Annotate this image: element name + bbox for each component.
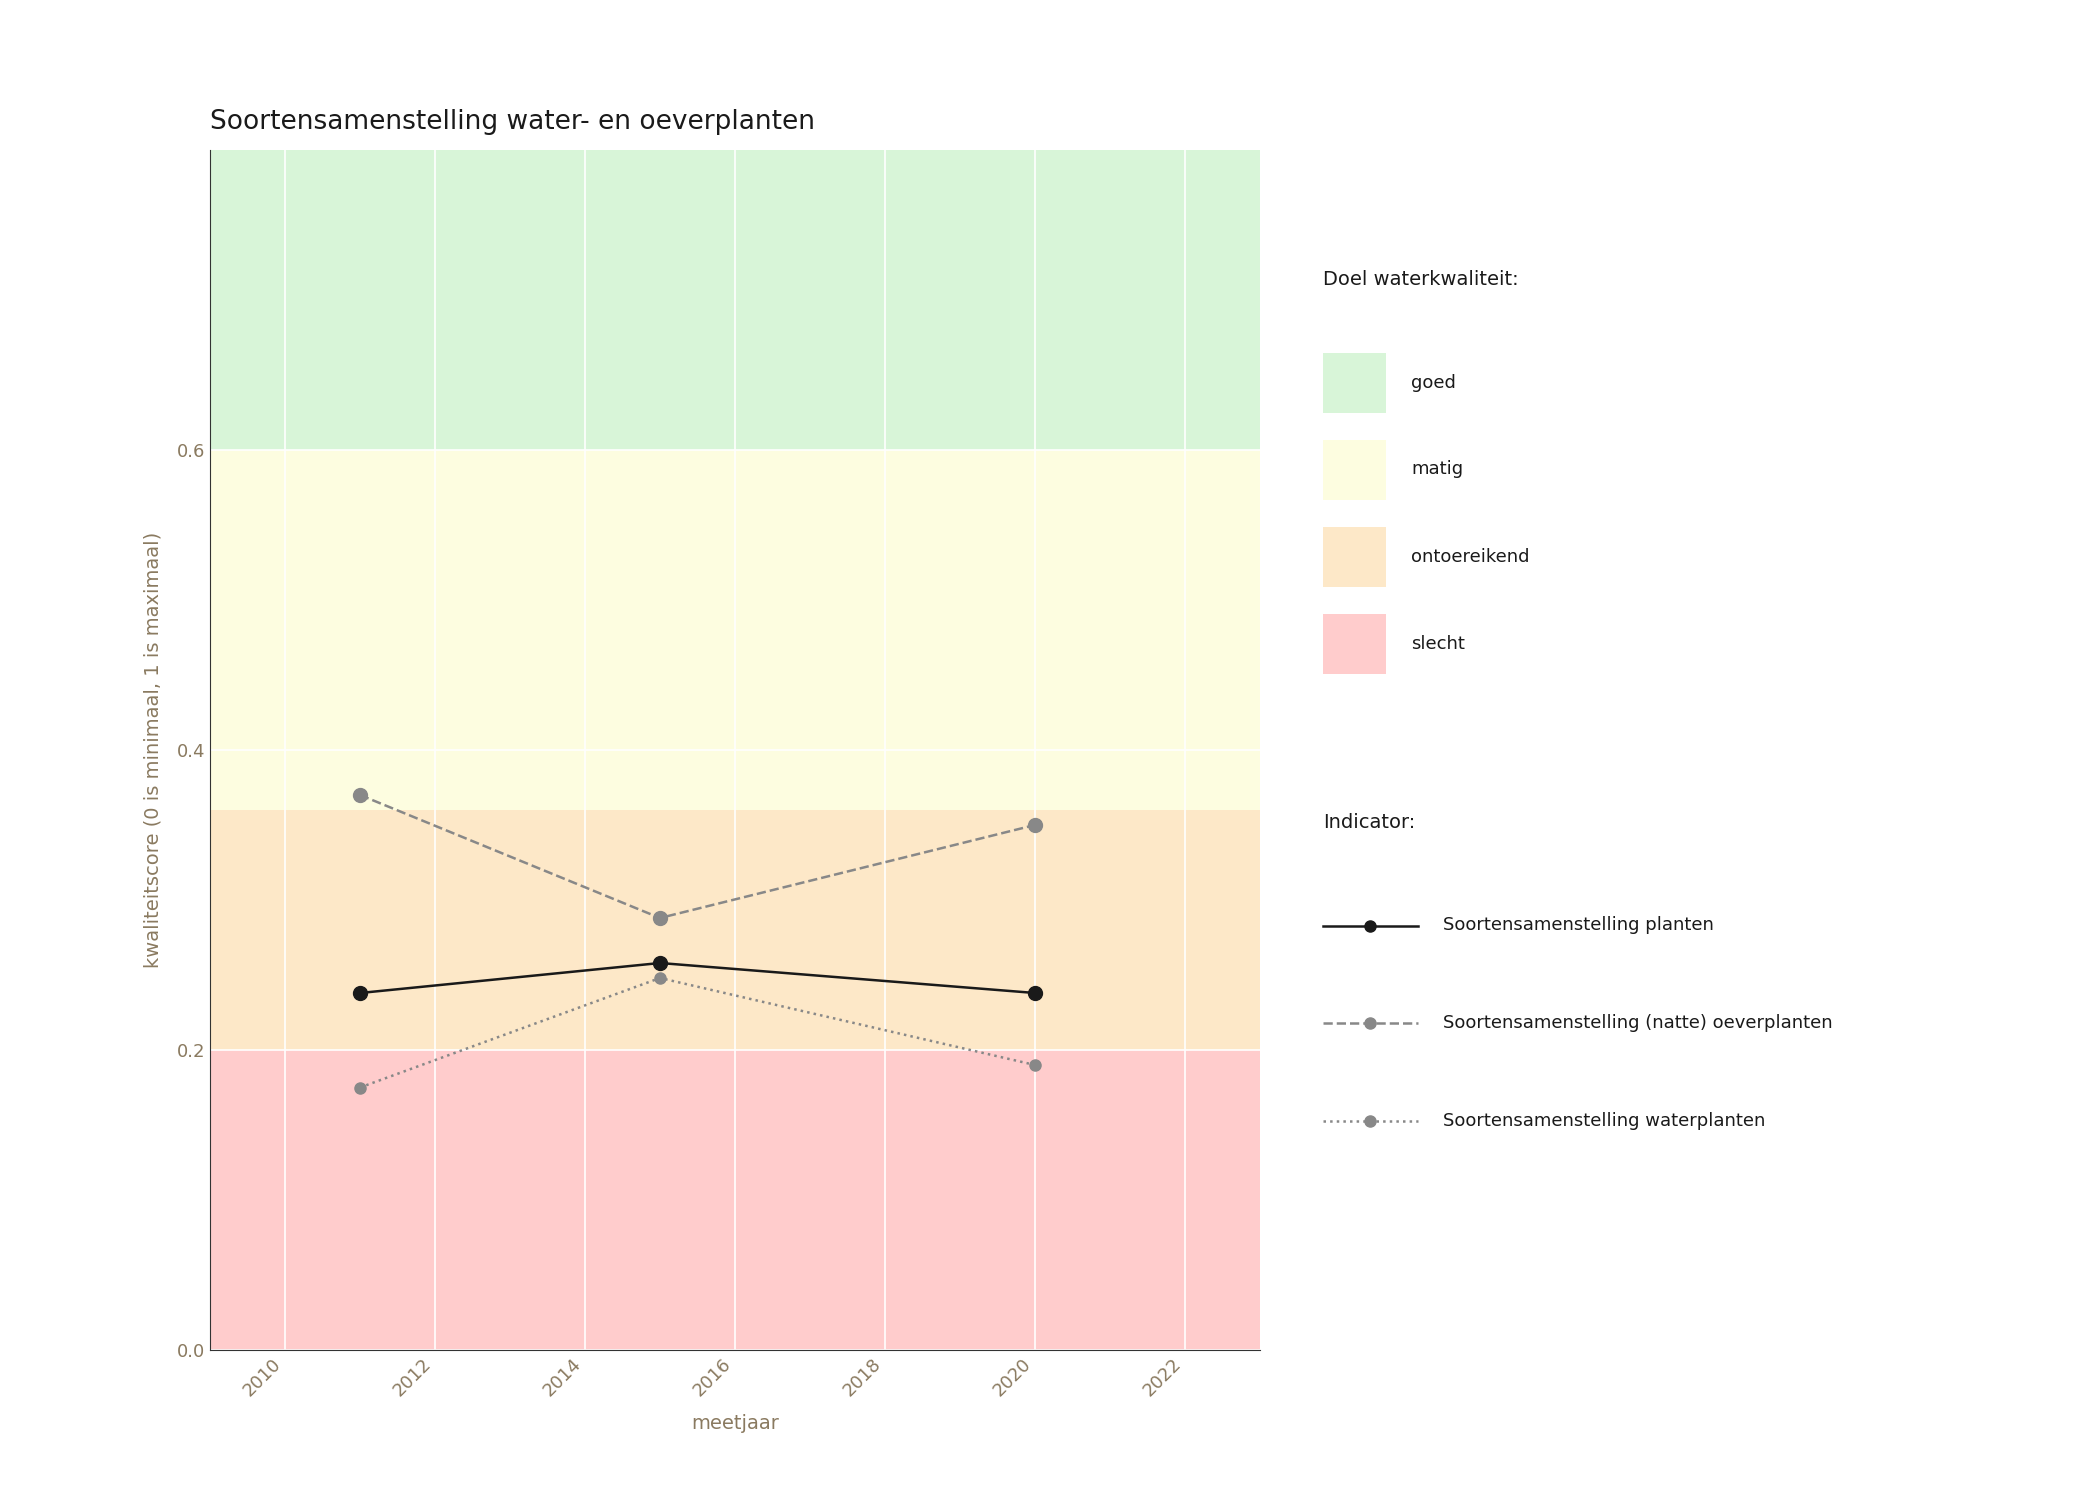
Bar [210,810,1260,1050]
Y-axis label: kwaliteitscore (0 is minimaal, 1 is maximaal): kwaliteitscore (0 is minimaal, 1 is maxi… [143,532,164,968]
Text: ontoereikend: ontoereikend [1411,548,1529,566]
Bar [210,150,1260,450]
Bar [210,1050,1260,1350]
Text: Doel waterkwaliteit:: Doel waterkwaliteit: [1323,270,1518,290]
Text: Indicator:: Indicator: [1323,813,1415,832]
Text: Soortensamenstelling (natte) oeverplanten: Soortensamenstelling (natte) oeverplante… [1443,1014,1833,1032]
Bar [210,450,1260,810]
Text: Soortensamenstelling waterplanten: Soortensamenstelling waterplanten [1443,1112,1766,1130]
X-axis label: meetjaar: meetjaar [691,1414,779,1432]
Text: slecht: slecht [1411,634,1466,652]
Text: Soortensamenstelling planten: Soortensamenstelling planten [1443,916,1714,934]
Text: matig: matig [1411,460,1464,478]
Text: Soortensamenstelling water- en oeverplanten: Soortensamenstelling water- en oeverplan… [210,110,815,135]
Text: goed: goed [1411,374,1455,392]
